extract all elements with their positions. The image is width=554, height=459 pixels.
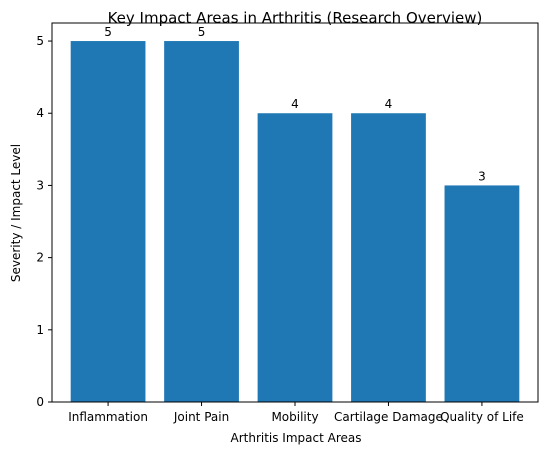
chart-title: Key Impact Areas in Arthritis (Research … bbox=[108, 9, 483, 27]
y-tick-label: 5 bbox=[36, 34, 44, 48]
bar-value-label: 3 bbox=[478, 169, 486, 183]
x-tick-label: Joint Pain bbox=[173, 410, 229, 424]
y-tick-label: 0 bbox=[36, 395, 44, 409]
bar-mobility bbox=[257, 113, 333, 403]
bar-joint-pain bbox=[164, 41, 239, 403]
x-tick-label: Inflammation bbox=[68, 410, 148, 424]
value-labels-layer: 5 5 4 4 3 bbox=[104, 25, 485, 183]
bar-quality-of-life bbox=[444, 185, 520, 402]
y-tick-label: 2 bbox=[36, 251, 44, 265]
bar-value-label: 5 bbox=[104, 25, 112, 39]
bar-value-label: 5 bbox=[198, 25, 206, 39]
bar-value-label: 4 bbox=[385, 97, 393, 111]
bar-value-label: 4 bbox=[291, 97, 299, 111]
plot-frame bbox=[51, 22, 539, 403]
x-tick-label: Quality of Life bbox=[440, 410, 524, 424]
y-axis-label: Severity / Impact Level bbox=[9, 144, 23, 282]
bars-layer bbox=[70, 41, 520, 403]
bar-cartilage-damage bbox=[351, 113, 426, 403]
x-tick-label: Mobility bbox=[271, 410, 318, 424]
y-axis: 0 1 2 3 4 5 bbox=[36, 34, 52, 409]
y-tick-label: 1 bbox=[36, 323, 44, 337]
y-tick-label: 3 bbox=[36, 178, 44, 192]
bar-inflammation bbox=[70, 41, 146, 403]
x-tick-label: Cartilage Damage bbox=[334, 410, 443, 424]
x-axis: Inflammation Joint Pain Mobility Cartilage … bbox=[68, 402, 524, 424]
y-tick-label: 4 bbox=[36, 106, 44, 120]
x-axis-label: Arthritis Impact Areas bbox=[230, 431, 361, 445]
